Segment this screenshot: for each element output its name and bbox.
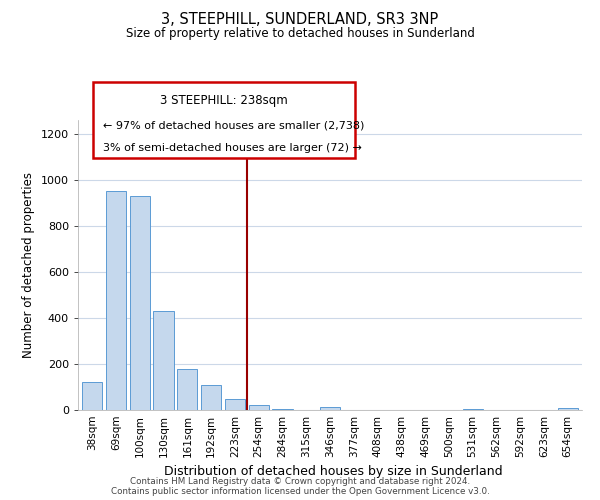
Bar bbox=[248, 406, 269, 410]
Text: 3 STEEPHILL: 238sqm: 3 STEEPHILL: 238sqm bbox=[160, 94, 288, 107]
Bar bbox=[130, 196, 150, 410]
Bar bbox=[320, 406, 340, 410]
Bar bbox=[154, 311, 173, 410]
Bar bbox=[225, 399, 245, 410]
Text: ← 97% of detached houses are smaller (2,738): ← 97% of detached houses are smaller (2,… bbox=[103, 120, 365, 130]
Text: 3, STEEPHILL, SUNDERLAND, SR3 3NP: 3, STEEPHILL, SUNDERLAND, SR3 3NP bbox=[161, 12, 439, 28]
Bar bbox=[177, 368, 197, 410]
Text: Size of property relative to detached houses in Sunderland: Size of property relative to detached ho… bbox=[125, 28, 475, 40]
Bar bbox=[201, 384, 221, 410]
Bar bbox=[106, 192, 126, 410]
Text: 3% of semi-detached houses are larger (72) →: 3% of semi-detached houses are larger (7… bbox=[103, 143, 362, 153]
Text: Distribution of detached houses by size in Sunderland: Distribution of detached houses by size … bbox=[164, 464, 502, 477]
Bar bbox=[272, 409, 293, 410]
Text: Contains public sector information licensed under the Open Government Licence v3: Contains public sector information licen… bbox=[110, 487, 490, 496]
Y-axis label: Number of detached properties: Number of detached properties bbox=[22, 172, 35, 358]
Bar bbox=[82, 382, 103, 410]
Bar bbox=[557, 408, 578, 410]
FancyBboxPatch shape bbox=[93, 82, 355, 158]
Text: Contains HM Land Registry data © Crown copyright and database right 2024.: Contains HM Land Registry data © Crown c… bbox=[130, 477, 470, 486]
Bar bbox=[463, 409, 483, 410]
